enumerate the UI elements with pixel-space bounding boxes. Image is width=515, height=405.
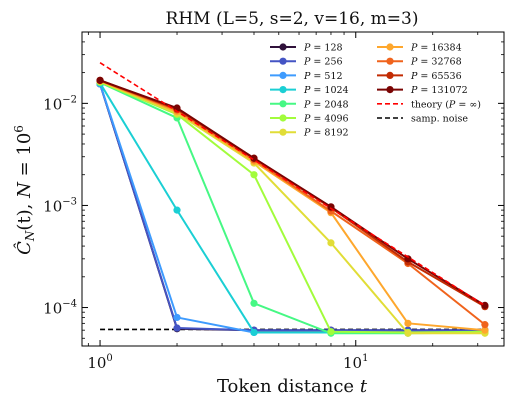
y-tick-label: 10−2 (43, 94, 77, 113)
data-point (173, 324, 181, 332)
legend-marker (279, 86, 287, 94)
y-tick-label: 10−3 (43, 196, 77, 215)
legend-label: P = 131072 (410, 85, 468, 96)
legend-marker (386, 71, 394, 79)
x-tick-label: 101 (343, 353, 368, 372)
data-point (404, 319, 412, 327)
data-point (250, 299, 258, 307)
plot-area (96, 62, 489, 337)
data-point (250, 328, 258, 337)
legend-entry: P = 131072 (377, 85, 468, 96)
legend-label: P = 4096 (303, 114, 349, 125)
series-line (99, 79, 486, 332)
legend-entry: P = 16384 (377, 43, 462, 54)
plot-frame (81, 31, 505, 347)
legend-label: P = 256 (303, 57, 343, 68)
legend: P = 128 P = 256 P = 512 P = 1024 P = 2048 P =… (270, 43, 481, 139)
legend-marker (279, 71, 287, 79)
legend-label: samp. noise (411, 114, 468, 125)
legend-label: P = 512 (303, 71, 343, 82)
legend-entry: theory (P = ∞) (377, 99, 481, 110)
legend-entry: P = 2048 (270, 99, 349, 110)
legend-label: P = 2048 (303, 99, 349, 110)
legend-label: P = 1024 (303, 85, 349, 96)
legend-marker (386, 86, 394, 94)
series-line (99, 80, 485, 335)
legend-entry: P = 8192 (270, 128, 349, 139)
legend-entry: P = 1024 (270, 85, 349, 96)
chart-title: RHM (L=5, s=2, v=16, m=3) (166, 9, 419, 29)
data-point (404, 329, 412, 337)
legend-marker (279, 100, 287, 108)
legend-label: P = 8192 (303, 128, 349, 139)
data-point (96, 76, 104, 84)
legend-label: P = 128 (303, 43, 343, 54)
legend-entry: P = 512 (270, 71, 343, 82)
data-point (481, 321, 489, 329)
legend-marker (386, 57, 394, 65)
theory-line (99, 62, 486, 307)
y-axis-label: ĈN(t), N = 106 (12, 125, 37, 255)
data-point (327, 328, 335, 336)
data-point (173, 313, 181, 322)
y-tick-label: 10−4 (43, 299, 77, 318)
legend-entry: P = 4096 (270, 114, 349, 125)
legend-entry: P = 256 (270, 57, 343, 68)
data-point (481, 301, 489, 309)
legend-label: P = 16384 (410, 43, 462, 54)
data-point (327, 239, 335, 247)
data-point (250, 171, 258, 179)
legend-marker (386, 43, 394, 51)
series-10 (96, 76, 489, 311)
x-tick-label: 100 (87, 353, 112, 372)
legend-marker (279, 128, 287, 136)
data-point (481, 326, 489, 334)
legend-entry: P = 32768 (377, 57, 462, 68)
series-line (99, 83, 485, 332)
legend-entry: P = 65536 (377, 71, 462, 82)
data-point (173, 206, 181, 214)
x-axis-label: Token distance t (217, 376, 368, 397)
legend-entry: samp. noise (377, 114, 468, 125)
legend-marker (279, 57, 287, 65)
legend-marker (279, 114, 287, 122)
legend-entry: P = 128 (270, 43, 343, 54)
legend-label: P = 65536 (410, 71, 462, 82)
data-point (404, 255, 412, 263)
axis-ticks: 100 101 10−4 10−3 10−2 (43, 31, 504, 372)
legend-label: P = 32768 (410, 57, 462, 68)
legend-marker (279, 43, 287, 51)
data-point (250, 154, 258, 162)
legend-label: theory (P = ∞) (411, 99, 481, 110)
